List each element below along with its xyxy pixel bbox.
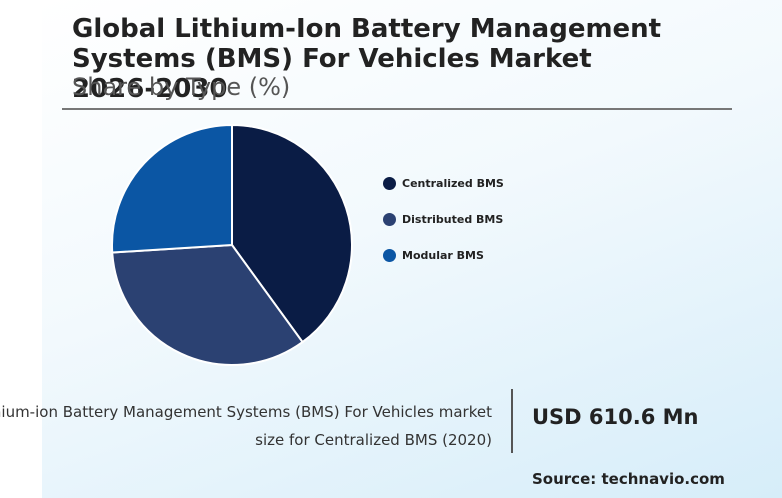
- pie-slice-modular-bms: [111, 123, 233, 254]
- legend-label: Distributed BMS: [402, 212, 504, 226]
- legend-label: Centralized BMS: [402, 176, 504, 190]
- market-size-value: USD 610.6 Mn: [532, 405, 699, 429]
- legend-item: Distributed BMS: [383, 210, 504, 228]
- legend-swatch: [383, 212, 396, 226]
- pie-slice-distributed-bms: [111, 243, 304, 366]
- legend-label: Modular BMS: [402, 248, 484, 262]
- pie-slice-centralized-bms: [231, 123, 353, 344]
- chart-title: Global Lithium-Ion Battery Management Sy…: [72, 14, 662, 104]
- legend-swatch: [383, 248, 396, 262]
- market-size-caption: Lithium-ion Battery Management Systems (…: [0, 403, 492, 449]
- title-divider: [62, 108, 732, 110]
- chart-subtitle: Share by Type (%): [72, 73, 291, 101]
- legend-item: Centralized BMS: [383, 174, 504, 192]
- legend-swatch: [383, 176, 396, 190]
- legend: Centralized BMS Distributed BMS Modular BM…: [383, 174, 504, 282]
- vertical-divider: [511, 389, 513, 453]
- legend-item: Modular BMS: [383, 246, 504, 264]
- source-label: Source: technavio.com: [532, 470, 725, 488]
